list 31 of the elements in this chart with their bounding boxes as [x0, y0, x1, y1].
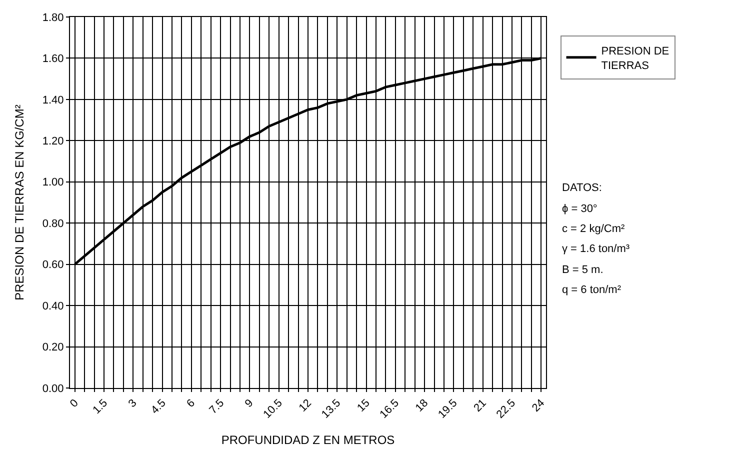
x-tick-label: 12 [296, 397, 314, 414]
legend-label: PRESION DE TIERRAS [601, 45, 670, 72]
y-tick-label: 0.00 [42, 382, 64, 395]
y-tick-label: 0.40 [42, 300, 64, 312]
x-tick-label: 21 [472, 397, 489, 414]
x-tick-label: 18 [413, 397, 431, 414]
text: q = 6 ton/m² [562, 284, 622, 296]
y-tick-label: 0.60 [42, 259, 64, 272]
x-tick-label: 24 [530, 397, 548, 414]
x-tick-label: 9 [242, 397, 256, 410]
y-tick-label: 0.80 [42, 218, 64, 230]
x-tick-label: 0 [68, 397, 81, 410]
x-tick-label: 15 [355, 397, 372, 414]
text: B = 5 m. [562, 264, 604, 276]
y-tick-label: 0.20 [42, 342, 64, 354]
y-tick-label: 1.00 [42, 176, 64, 189]
text: c = 2 kg/Cm² [562, 223, 625, 235]
x-tick-label: 6 [184, 397, 198, 410]
y-tick-label: 1.60 [42, 53, 64, 66]
text: ϕ = 30° [562, 203, 598, 215]
text: γ = 1.6 ton/m³ [562, 243, 630, 255]
y-tick-label: 1.40 [42, 94, 64, 106]
y-axis-title: PRESION DE TIERRAS EN KG/CM² [12, 104, 27, 300]
x-tick-label: 7.5 [207, 397, 227, 417]
x-tick-label: 4.5 [149, 397, 168, 417]
text: DATOS: [562, 182, 602, 194]
x-tick-label: 3 [126, 397, 140, 410]
y-tick-label: 1.20 [42, 136, 64, 148]
y-tick-label: 1.80 [42, 12, 64, 24]
x-axis-title: PROFUNDIDAD Z EN METROS [221, 432, 395, 447]
x-tick-label: 1.5 [90, 397, 110, 417]
